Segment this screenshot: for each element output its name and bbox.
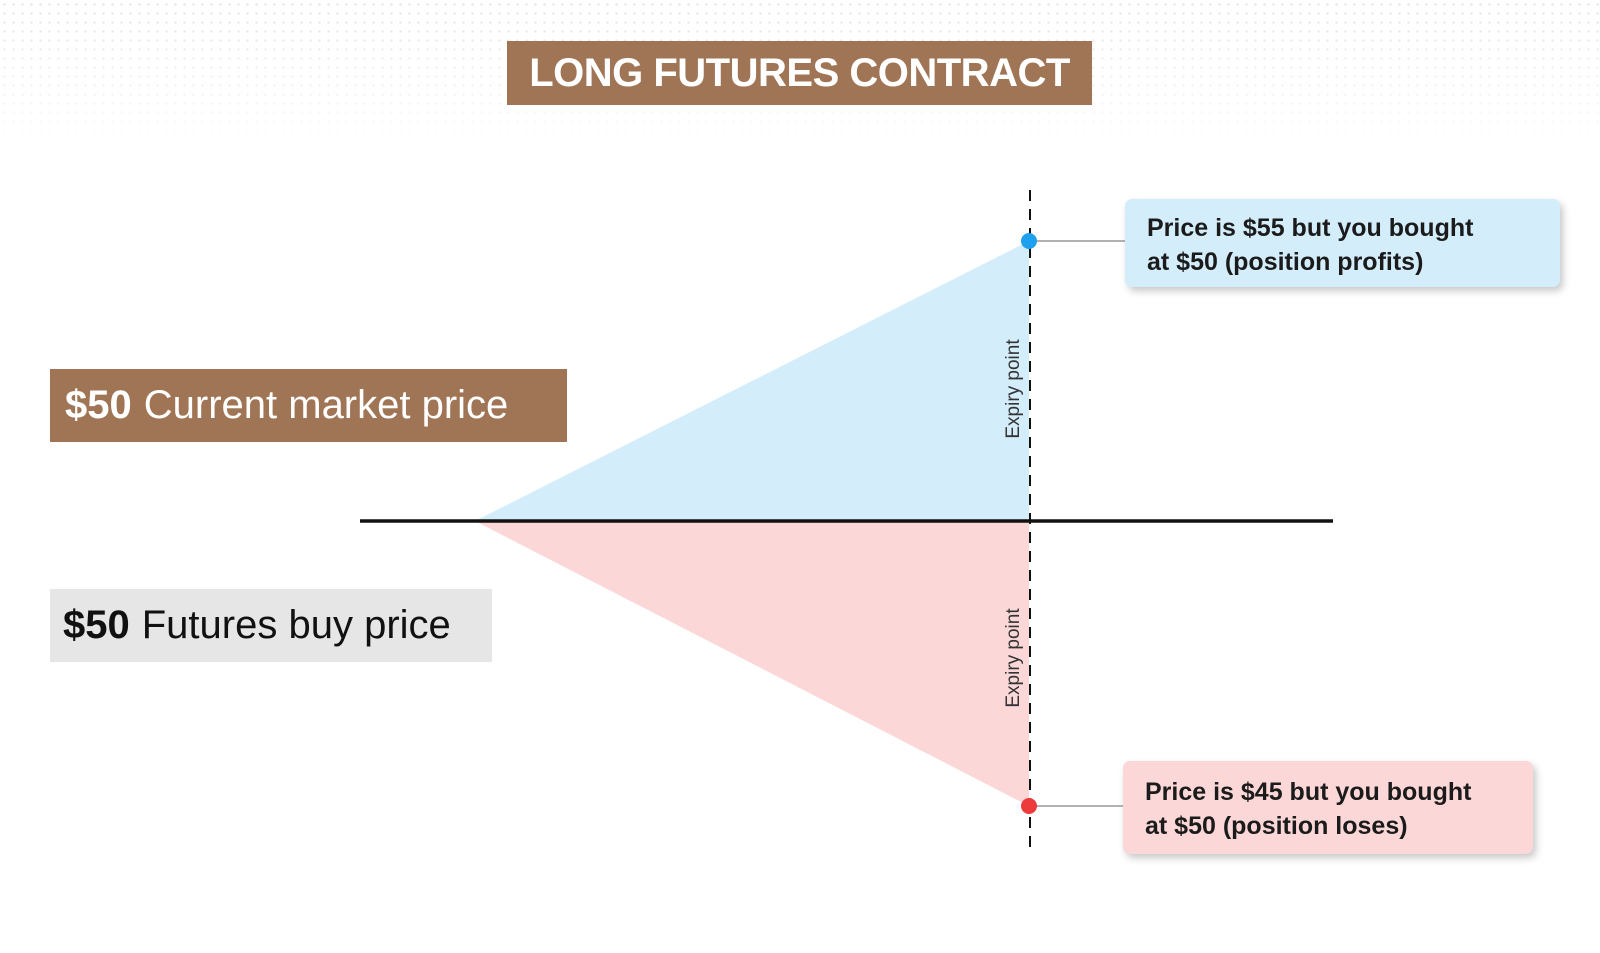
profit-callout: Price is $55 but you bought at $50 (posi… (1125, 199, 1560, 287)
profit-marker (1021, 233, 1037, 249)
loss-callout-line2: at $50 (position loses) (1145, 812, 1408, 840)
expiry-label-upper: Expiry point (1003, 339, 1024, 439)
futures-buy-price-label: $50 Futures buy price (50, 589, 492, 662)
current-market-price-label: $50 Current market price (50, 369, 567, 442)
loss-callout-line1: Price is $45 but you bought (1145, 778, 1472, 806)
page-title: LONG FUTURES CONTRACT (529, 50, 1070, 95)
title-banner: LONG FUTURES CONTRACT (507, 41, 1092, 105)
loss-callout: Price is $45 but you bought at $50 (posi… (1123, 761, 1533, 854)
current-market-amount: $50 (65, 383, 132, 427)
loss-region (475, 521, 1029, 806)
futures-buy-amount: $50 (63, 603, 130, 647)
profit-callout-line2: at $50 (position profits) (1147, 248, 1424, 276)
loss-marker (1021, 798, 1037, 814)
current-market-text: Current market price (143, 383, 509, 427)
profit-callout-line1: Price is $55 but you bought (1147, 214, 1474, 242)
expiry-label-lower: Expiry point (1003, 608, 1024, 708)
futures-buy-text: Futures buy price (141, 603, 451, 647)
profit-region (475, 241, 1029, 521)
